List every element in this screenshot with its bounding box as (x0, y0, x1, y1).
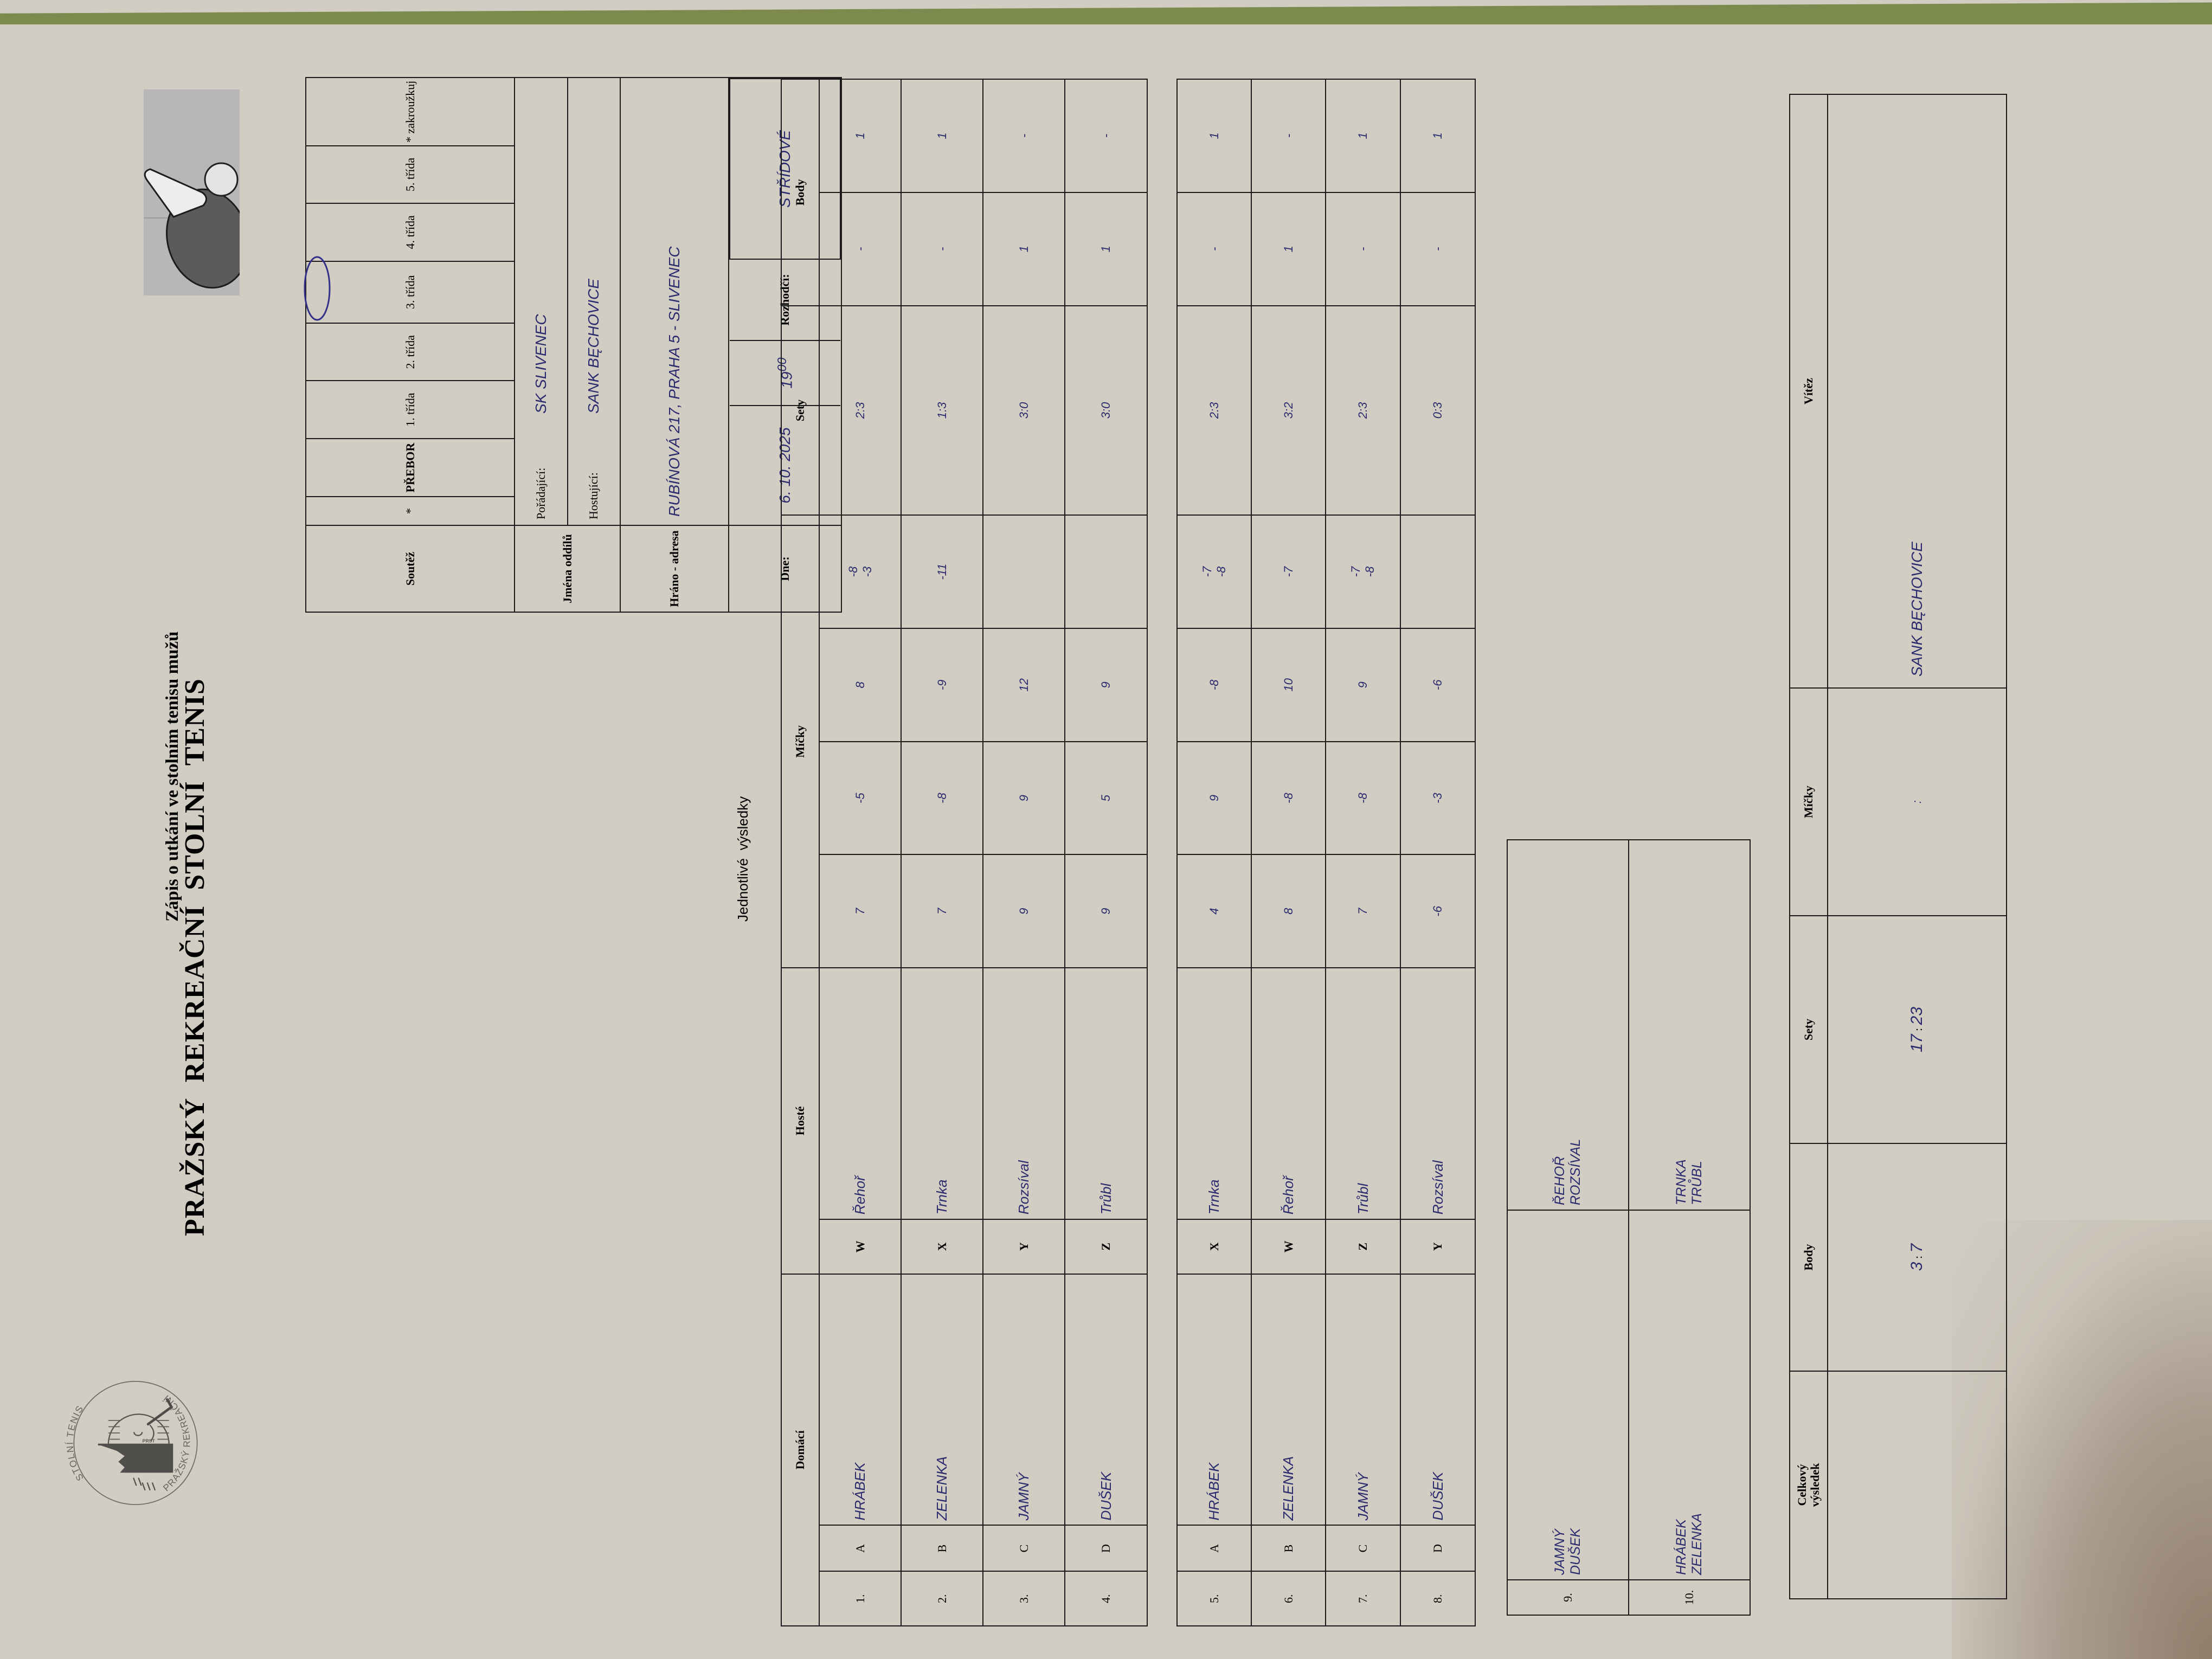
svg-text:PRAŽSKÝ REKREAČNÍ: PRAŽSKÝ REKREAČNÍ (161, 1392, 192, 1493)
svg-text:STOLNÍ TENIS: STOLNÍ TENIS (65, 1403, 86, 1483)
svg-text:PRST: PRST (143, 1438, 156, 1443)
